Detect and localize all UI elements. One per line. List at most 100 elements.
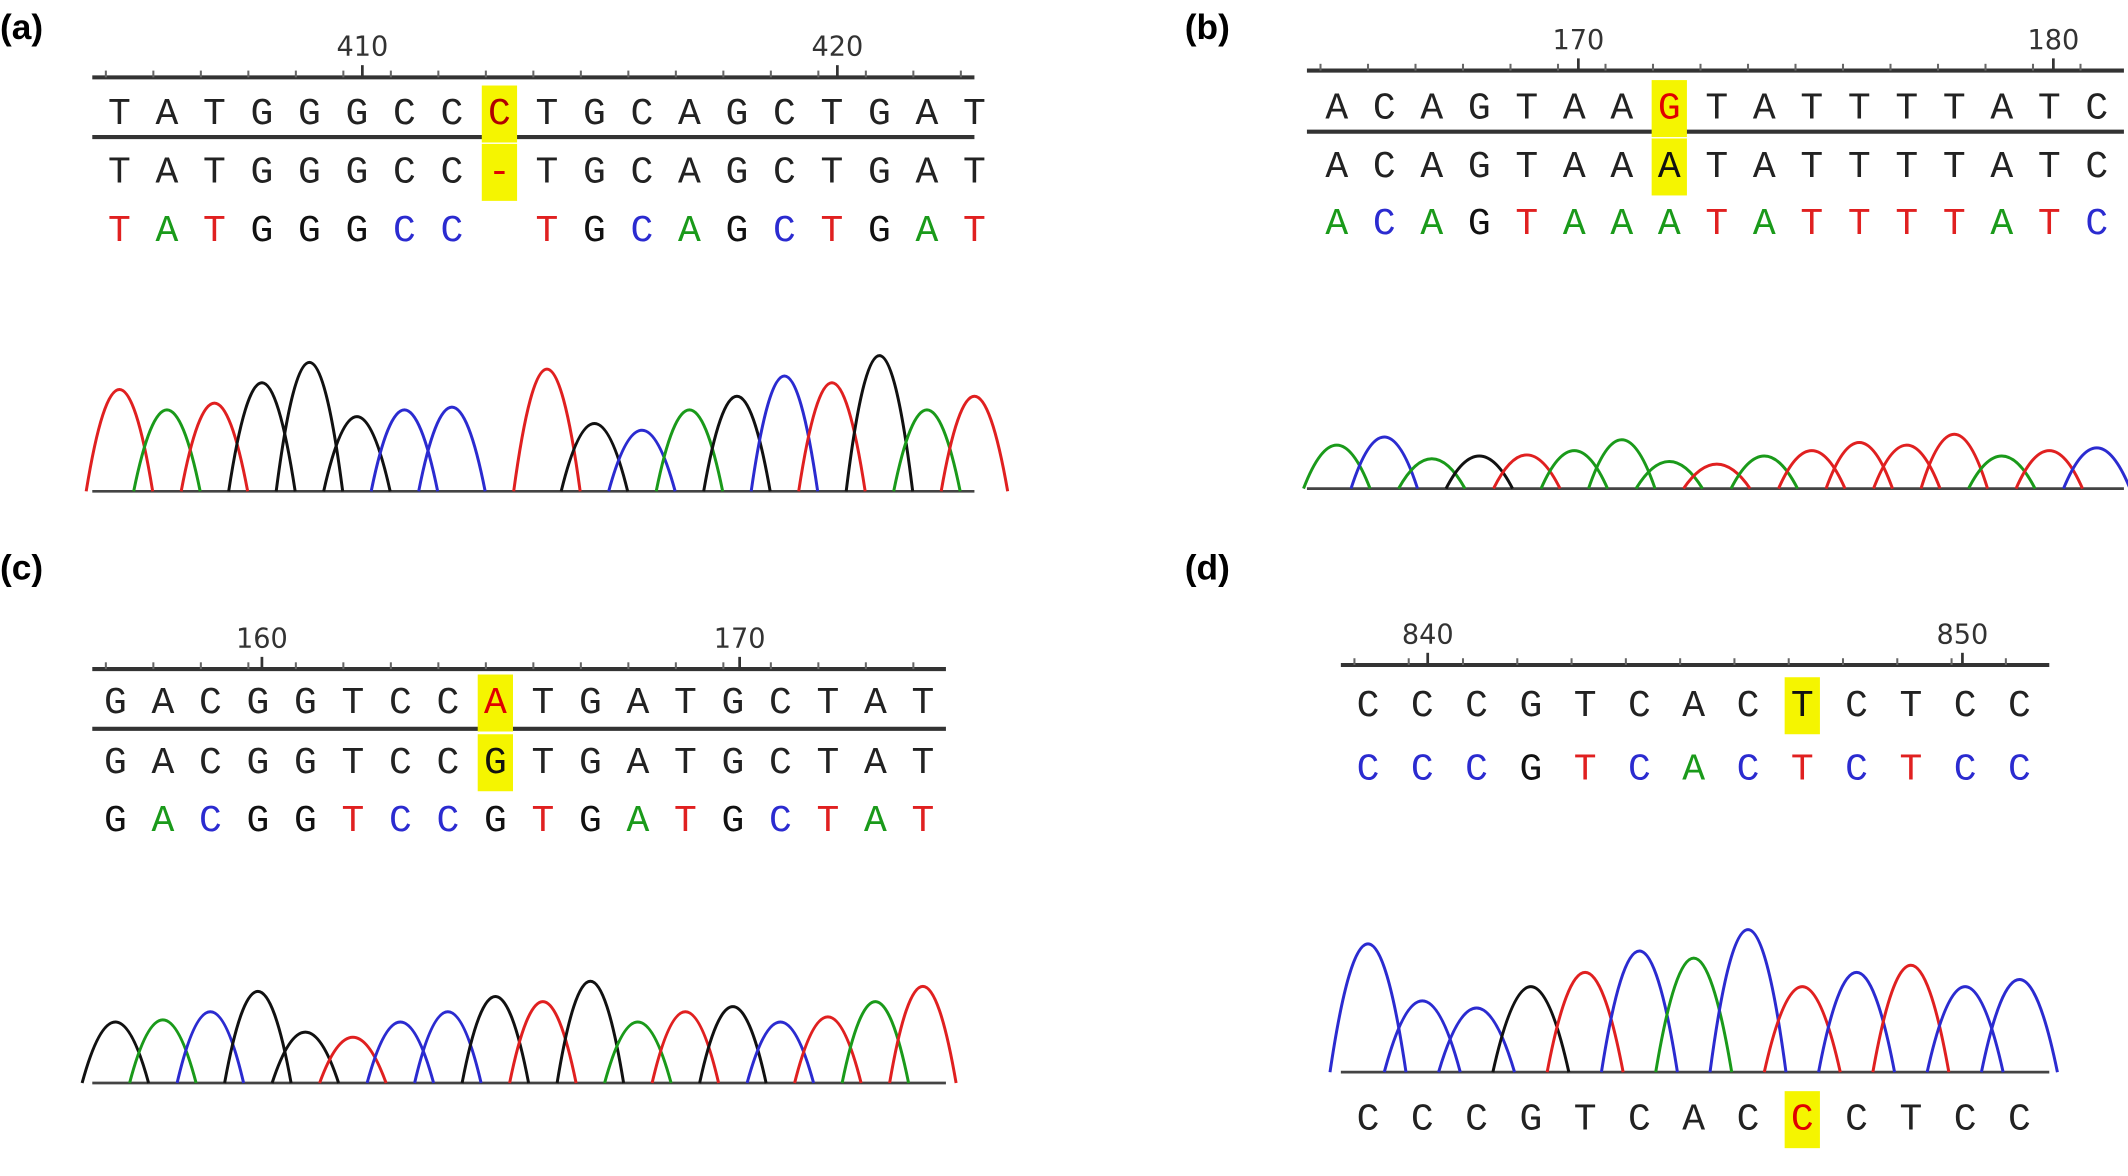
base-letter: A <box>678 93 701 136</box>
base-letter: T <box>1848 203 1871 246</box>
base-letter: A <box>1990 146 2013 189</box>
base-letter: T <box>531 682 554 725</box>
base-letter: C <box>199 742 222 785</box>
base-letter: T <box>203 151 226 194</box>
base-letter: C <box>1954 685 1977 728</box>
chromatogram-peak <box>128 1018 198 1084</box>
base-letter: A <box>1563 203 1586 246</box>
base-letter: A <box>1610 88 1633 131</box>
base-letter: G <box>346 93 369 136</box>
ruler-label: 170 <box>714 623 766 654</box>
panel-label: (a) <box>0 8 43 47</box>
chromatogram-peak <box>175 1010 246 1084</box>
base-letter: C <box>2085 88 2108 131</box>
chromatogram-peak <box>270 1030 341 1084</box>
base-letter: T <box>1515 203 1538 246</box>
base-letter: G <box>1519 685 1542 728</box>
base-letter: T <box>108 151 131 194</box>
chromatogram-peak <box>1824 441 1894 490</box>
chromatogram-peak <box>698 1005 768 1084</box>
base-letter: C <box>1737 1099 1760 1142</box>
base-letter: T <box>536 210 559 253</box>
base-letter: C <box>488 93 511 136</box>
ruler-label: 160 <box>236 623 288 654</box>
base-letter: C <box>1465 1099 1488 1142</box>
base-letter: A <box>916 210 939 253</box>
base-letter: G <box>246 800 269 843</box>
base-letter: T <box>1848 146 1871 189</box>
base-letter: T <box>911 800 934 843</box>
chromatogram-peak <box>512 368 582 492</box>
base-letter: A <box>1420 88 1443 131</box>
base-letter: G <box>868 151 891 194</box>
base-letter: C <box>769 682 792 725</box>
base-letter: C <box>1373 146 1396 189</box>
base-letter: T <box>1800 203 1823 246</box>
highlight <box>477 734 513 792</box>
ruler-label: 170 <box>1552 25 1604 56</box>
base-letter: C <box>1411 685 1434 728</box>
base-letter: G <box>294 742 317 785</box>
chromatogram-peak <box>227 381 297 492</box>
base-letter: C <box>1737 685 1760 728</box>
base-letter: - <box>488 151 511 194</box>
base-letter: G <box>298 151 321 194</box>
base-letter: T <box>674 742 697 785</box>
base-letter: T <box>911 742 934 785</box>
chromatogram-peak <box>1872 443 1942 490</box>
base-letter: C <box>1373 88 1396 131</box>
base-letter: T <box>1848 88 1871 131</box>
base-letter: T <box>1943 146 1966 189</box>
chromatogram-peak <box>1444 454 1514 490</box>
base-letter: C <box>2008 1099 2031 1142</box>
ruler-label: 850 <box>1937 619 1989 650</box>
base-letter: A <box>626 742 649 785</box>
base-letter: T <box>531 800 554 843</box>
base-letter: T <box>1705 146 1728 189</box>
base-letter: G <box>1519 1099 1542 1142</box>
base-letter: T <box>1791 749 1814 792</box>
base-letter: G <box>583 210 606 253</box>
base-letter: A <box>1420 203 1443 246</box>
chromatogram-peak <box>508 1000 578 1084</box>
chromatogram-peak <box>1492 453 1562 490</box>
base-letter: A <box>626 682 649 725</box>
chromatogram-peak <box>1682 462 1752 490</box>
base-letter: T <box>203 210 226 253</box>
highlight <box>481 85 518 143</box>
chromatogram-peak <box>322 415 392 492</box>
base-letter: T <box>821 93 844 136</box>
chromatogram-peak <box>1382 999 1462 1073</box>
chromatogram-peak <box>417 405 487 492</box>
base-letter: G <box>868 210 891 253</box>
base-letter: T <box>531 742 554 785</box>
chromatogram-peak <box>1925 985 2005 1073</box>
base-letter: G <box>721 682 744 725</box>
chromatogram-peak <box>793 1015 863 1084</box>
base-letter: G <box>298 93 321 136</box>
base-letter: C <box>1357 685 1380 728</box>
highlight <box>1784 1091 1820 1149</box>
base-letter: C <box>773 210 796 253</box>
chromatogram-peak <box>1539 449 1609 490</box>
base-letter: C <box>1737 749 1760 792</box>
chromatogram-peak <box>2062 446 2128 490</box>
base-letter: G <box>346 151 369 194</box>
base-letter: C <box>441 210 464 253</box>
base-letter: C <box>389 742 412 785</box>
chromatogram-peak <box>1729 454 1799 490</box>
chromatogram-peak <box>365 1020 436 1084</box>
base-letter: C <box>1628 749 1651 792</box>
highlight <box>1784 677 1820 735</box>
chromatogram-peak <box>840 1000 911 1084</box>
chromatogram-peak <box>1817 970 1897 1073</box>
base-letter: C <box>773 93 796 136</box>
base-letter: C <box>199 682 222 725</box>
chromatogram-peak <box>179 401 250 492</box>
base-letter: G <box>583 151 606 194</box>
chromatogram-peak <box>749 374 820 492</box>
chromatogram-peak <box>1545 970 1625 1073</box>
chromatogram-peak <box>274 360 345 492</box>
